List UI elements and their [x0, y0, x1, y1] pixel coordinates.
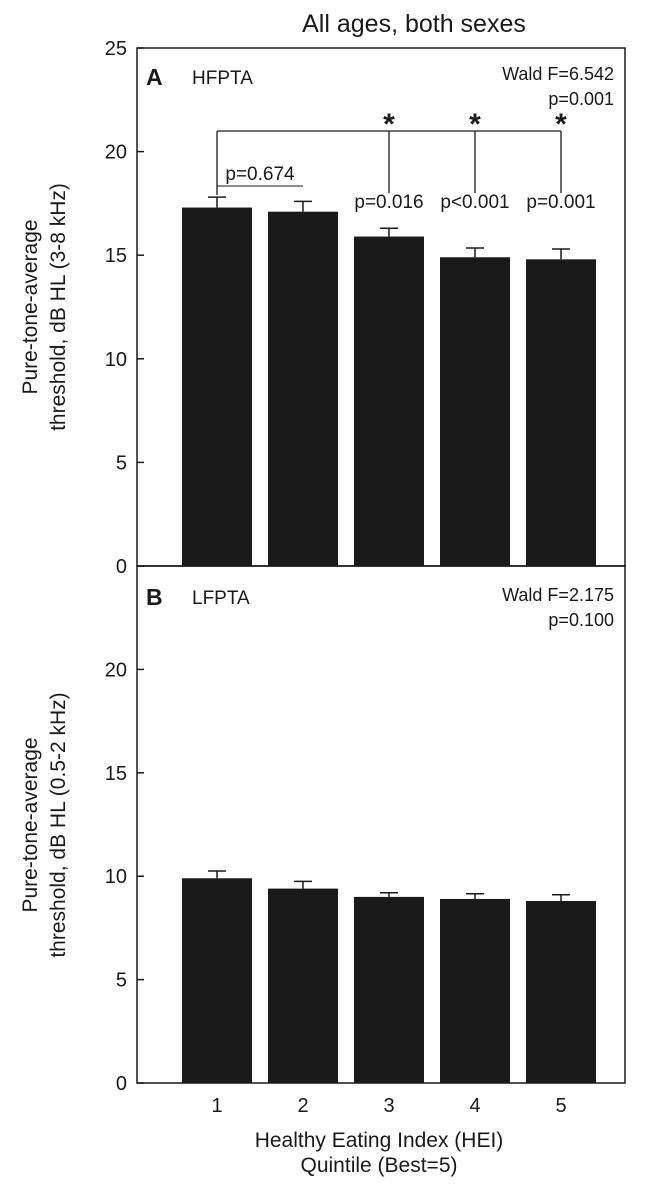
panel-a-bar-4: [440, 257, 510, 566]
panel-a-bar-3: [354, 236, 424, 566]
pairwise-p-5: p=0.001: [526, 192, 595, 213]
panel-b-ylabel-line1: Pure-tone-average: [19, 737, 42, 912]
significance-asterisk-3: *: [383, 108, 395, 141]
panel-a-ytick-label: 10: [105, 349, 127, 371]
panel-b-bar-2: [268, 888, 338, 1083]
pairwise-p-3: p=0.016: [354, 192, 423, 213]
panel-a-ylabel-line2: threshold, dB HL (3-8 kHz): [47, 183, 70, 431]
panel-a-bar-5: [526, 259, 596, 566]
panel-a-ytick-label: 5: [116, 452, 127, 474]
x-tick-label-4: 4: [469, 1095, 480, 1117]
x-tick-label-2: 2: [297, 1095, 308, 1117]
x-axis-label-line2: Quintile (Best=5): [301, 1154, 458, 1177]
panel-b-ytick-label: 5: [116, 970, 127, 992]
panel-b-ylabel-line2: threshold, dB HL (0.5-2 kHz): [47, 692, 70, 957]
panel-a-name: HFPTA: [192, 68, 253, 89]
panel-a-ytick-label: 15: [105, 245, 127, 267]
panel-b-ytick-label: 15: [105, 763, 127, 785]
pairwise-p-4: p<0.001: [440, 192, 509, 213]
panel-a-ytick-label: 25: [105, 38, 127, 60]
x-tick-label-3: 3: [383, 1095, 394, 1117]
chart-marks: 0510152025p=0.674p=0.016*p<0.001*p=0.001…: [105, 38, 596, 1117]
panel-b-ytick-label: 0: [116, 1073, 127, 1095]
panel-a-letter: A: [146, 64, 163, 90]
panel-a-wald-f: Wald F=6.542: [502, 64, 614, 84]
significance-asterisk-4: *: [469, 108, 481, 141]
x-axis-label-line1: Healthy Eating Index (HEI): [255, 1129, 504, 1152]
panel-a-ylabel-line1: Pure-tone-average: [19, 219, 42, 394]
x-tick-label-5: 5: [555, 1095, 566, 1117]
panel-b-ytick-label: 10: [105, 866, 127, 888]
panel-b-wald-f: Wald F=2.175: [502, 585, 614, 605]
panel-a-ytick-label: 0: [116, 556, 127, 578]
panel-a-ytick-label: 20: [105, 142, 127, 164]
panel-b-overall-p: p=0.100: [548, 610, 614, 630]
panel-b-letter: B: [146, 584, 163, 610]
panel-b-bar-1: [182, 878, 252, 1083]
panel-b-bar-5: [526, 901, 596, 1083]
figure-title: All ages, both sexes: [302, 10, 526, 38]
significance-asterisk-5: *: [555, 108, 567, 141]
panel-b-bar-4: [440, 898, 510, 1083]
panel-b-name: LFPTA: [192, 588, 250, 609]
panel-b-bar-3: [354, 896, 424, 1083]
pairwise-p-2: p=0.674: [225, 164, 295, 185]
x-tick-label-1: 1: [211, 1095, 222, 1117]
panel-b-ytick-label: 20: [105, 659, 127, 681]
panel-a-overall-p: p=0.001: [548, 89, 614, 109]
panel-a-bar-1: [182, 207, 252, 566]
panel-a-bar-2: [268, 211, 338, 567]
